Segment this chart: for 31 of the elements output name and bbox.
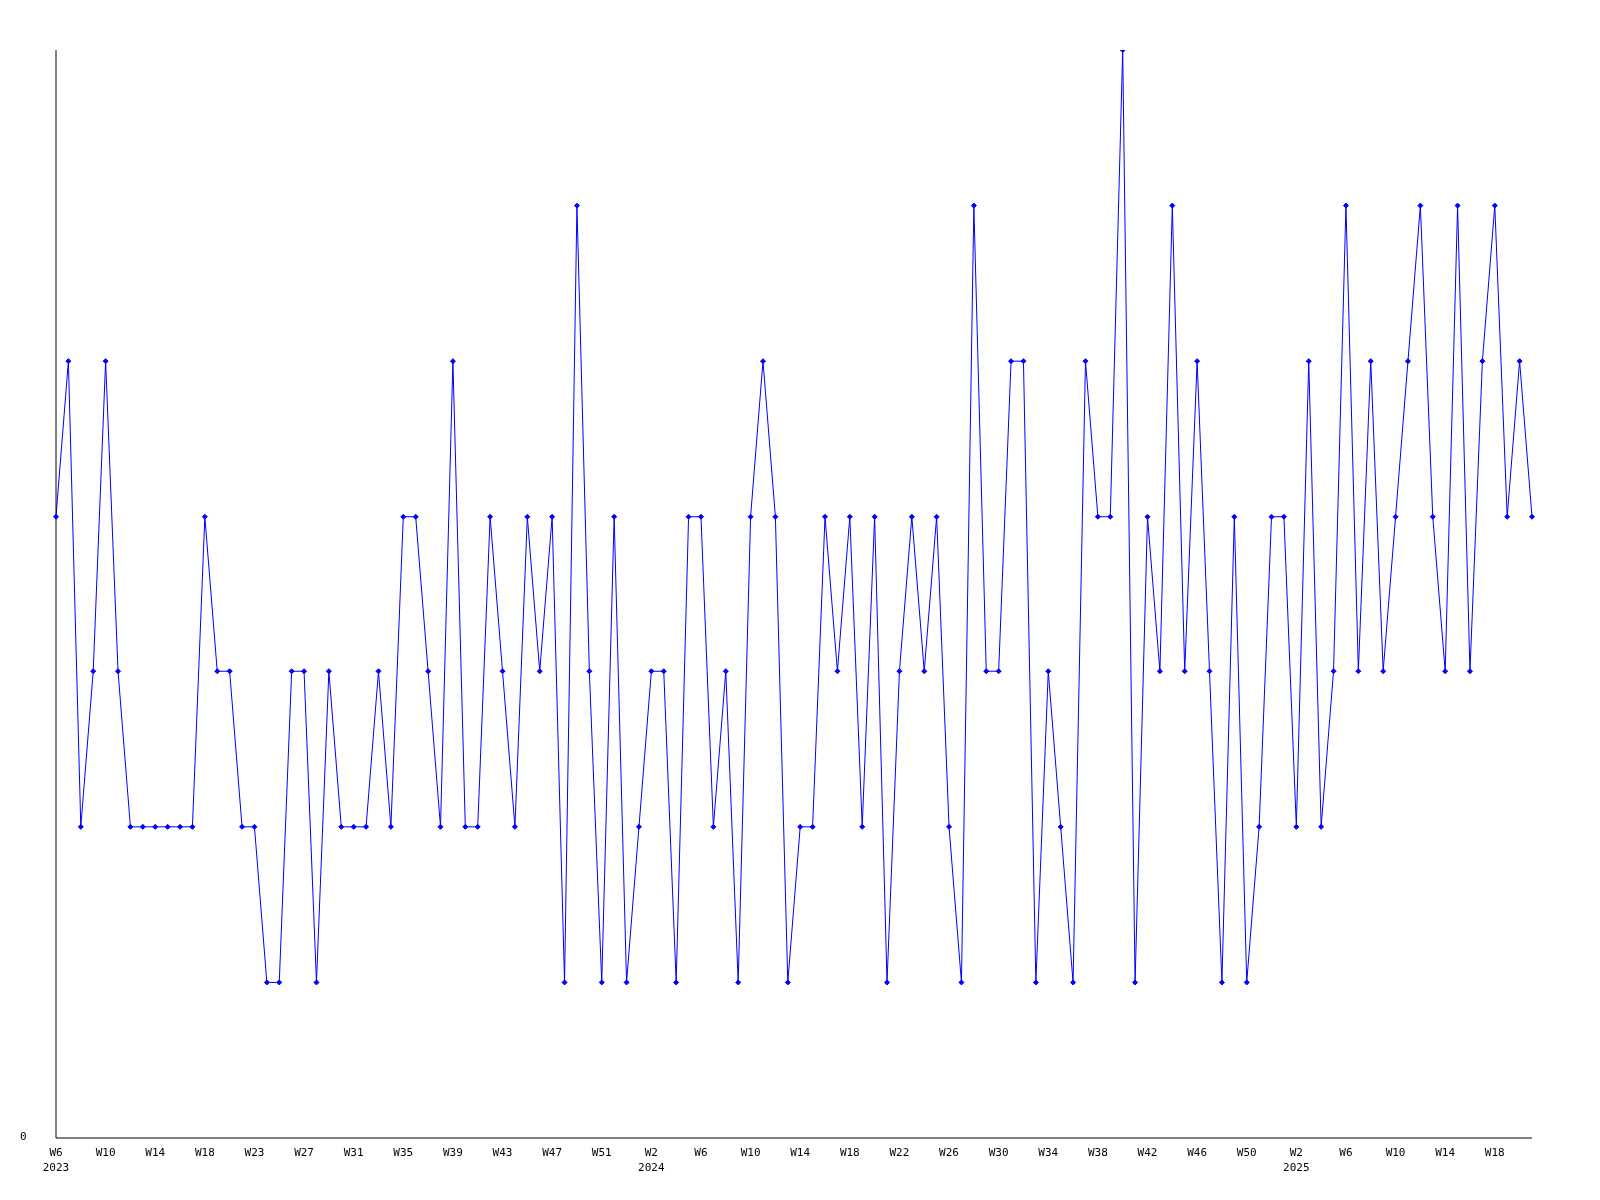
x-tick-label: W23 [244, 1146, 265, 1159]
x-tick-label: W46 [1187, 1146, 1208, 1159]
x-tick-label: W42 [1137, 1146, 1158, 1159]
x-tick-label: W30 [988, 1146, 1009, 1159]
x-tick-label: W22 [889, 1146, 910, 1159]
x-tick-label: W31 [343, 1146, 364, 1159]
x-tick-label: W18 [1484, 1146, 1505, 1159]
x-tick-label: W18 [194, 1146, 215, 1159]
x-tick-label: W27 [294, 1146, 314, 1159]
x-tick-label: W51 [591, 1146, 612, 1159]
x-tick-label: W43 [492, 1146, 513, 1159]
x-tick-label: W14 [145, 1146, 166, 1159]
x-tick-label: W50 [1236, 1146, 1257, 1159]
x-tick-label: W39 [442, 1146, 463, 1159]
text: 0 [20, 1130, 27, 1143]
x-tick-label: W34 [1038, 1146, 1059, 1159]
x-tick-label: W6 [1339, 1146, 1353, 1159]
x-tick-label: W47 [542, 1146, 563, 1159]
x-tick-label: W2 2024 [638, 1146, 665, 1174]
x-tick-label: W10 [740, 1146, 761, 1159]
x-tick-label: W38 [1087, 1146, 1108, 1159]
x-tick-label: W14 [1435, 1146, 1456, 1159]
x-tick-label: W2 2025 [1283, 1146, 1310, 1174]
x-tick-label: W14 [790, 1146, 811, 1159]
x-tick-label: W10 [1385, 1146, 1406, 1159]
x-tick-label: W18 [839, 1146, 860, 1159]
x-tick-label: W10 [95, 1146, 116, 1159]
x-tick-label: W6 [694, 1146, 708, 1159]
x-tick-label: W26 [939, 1146, 959, 1159]
x-tick-label: W6 2023 [42, 1146, 70, 1174]
x-tick-label: W35 [393, 1146, 414, 1159]
